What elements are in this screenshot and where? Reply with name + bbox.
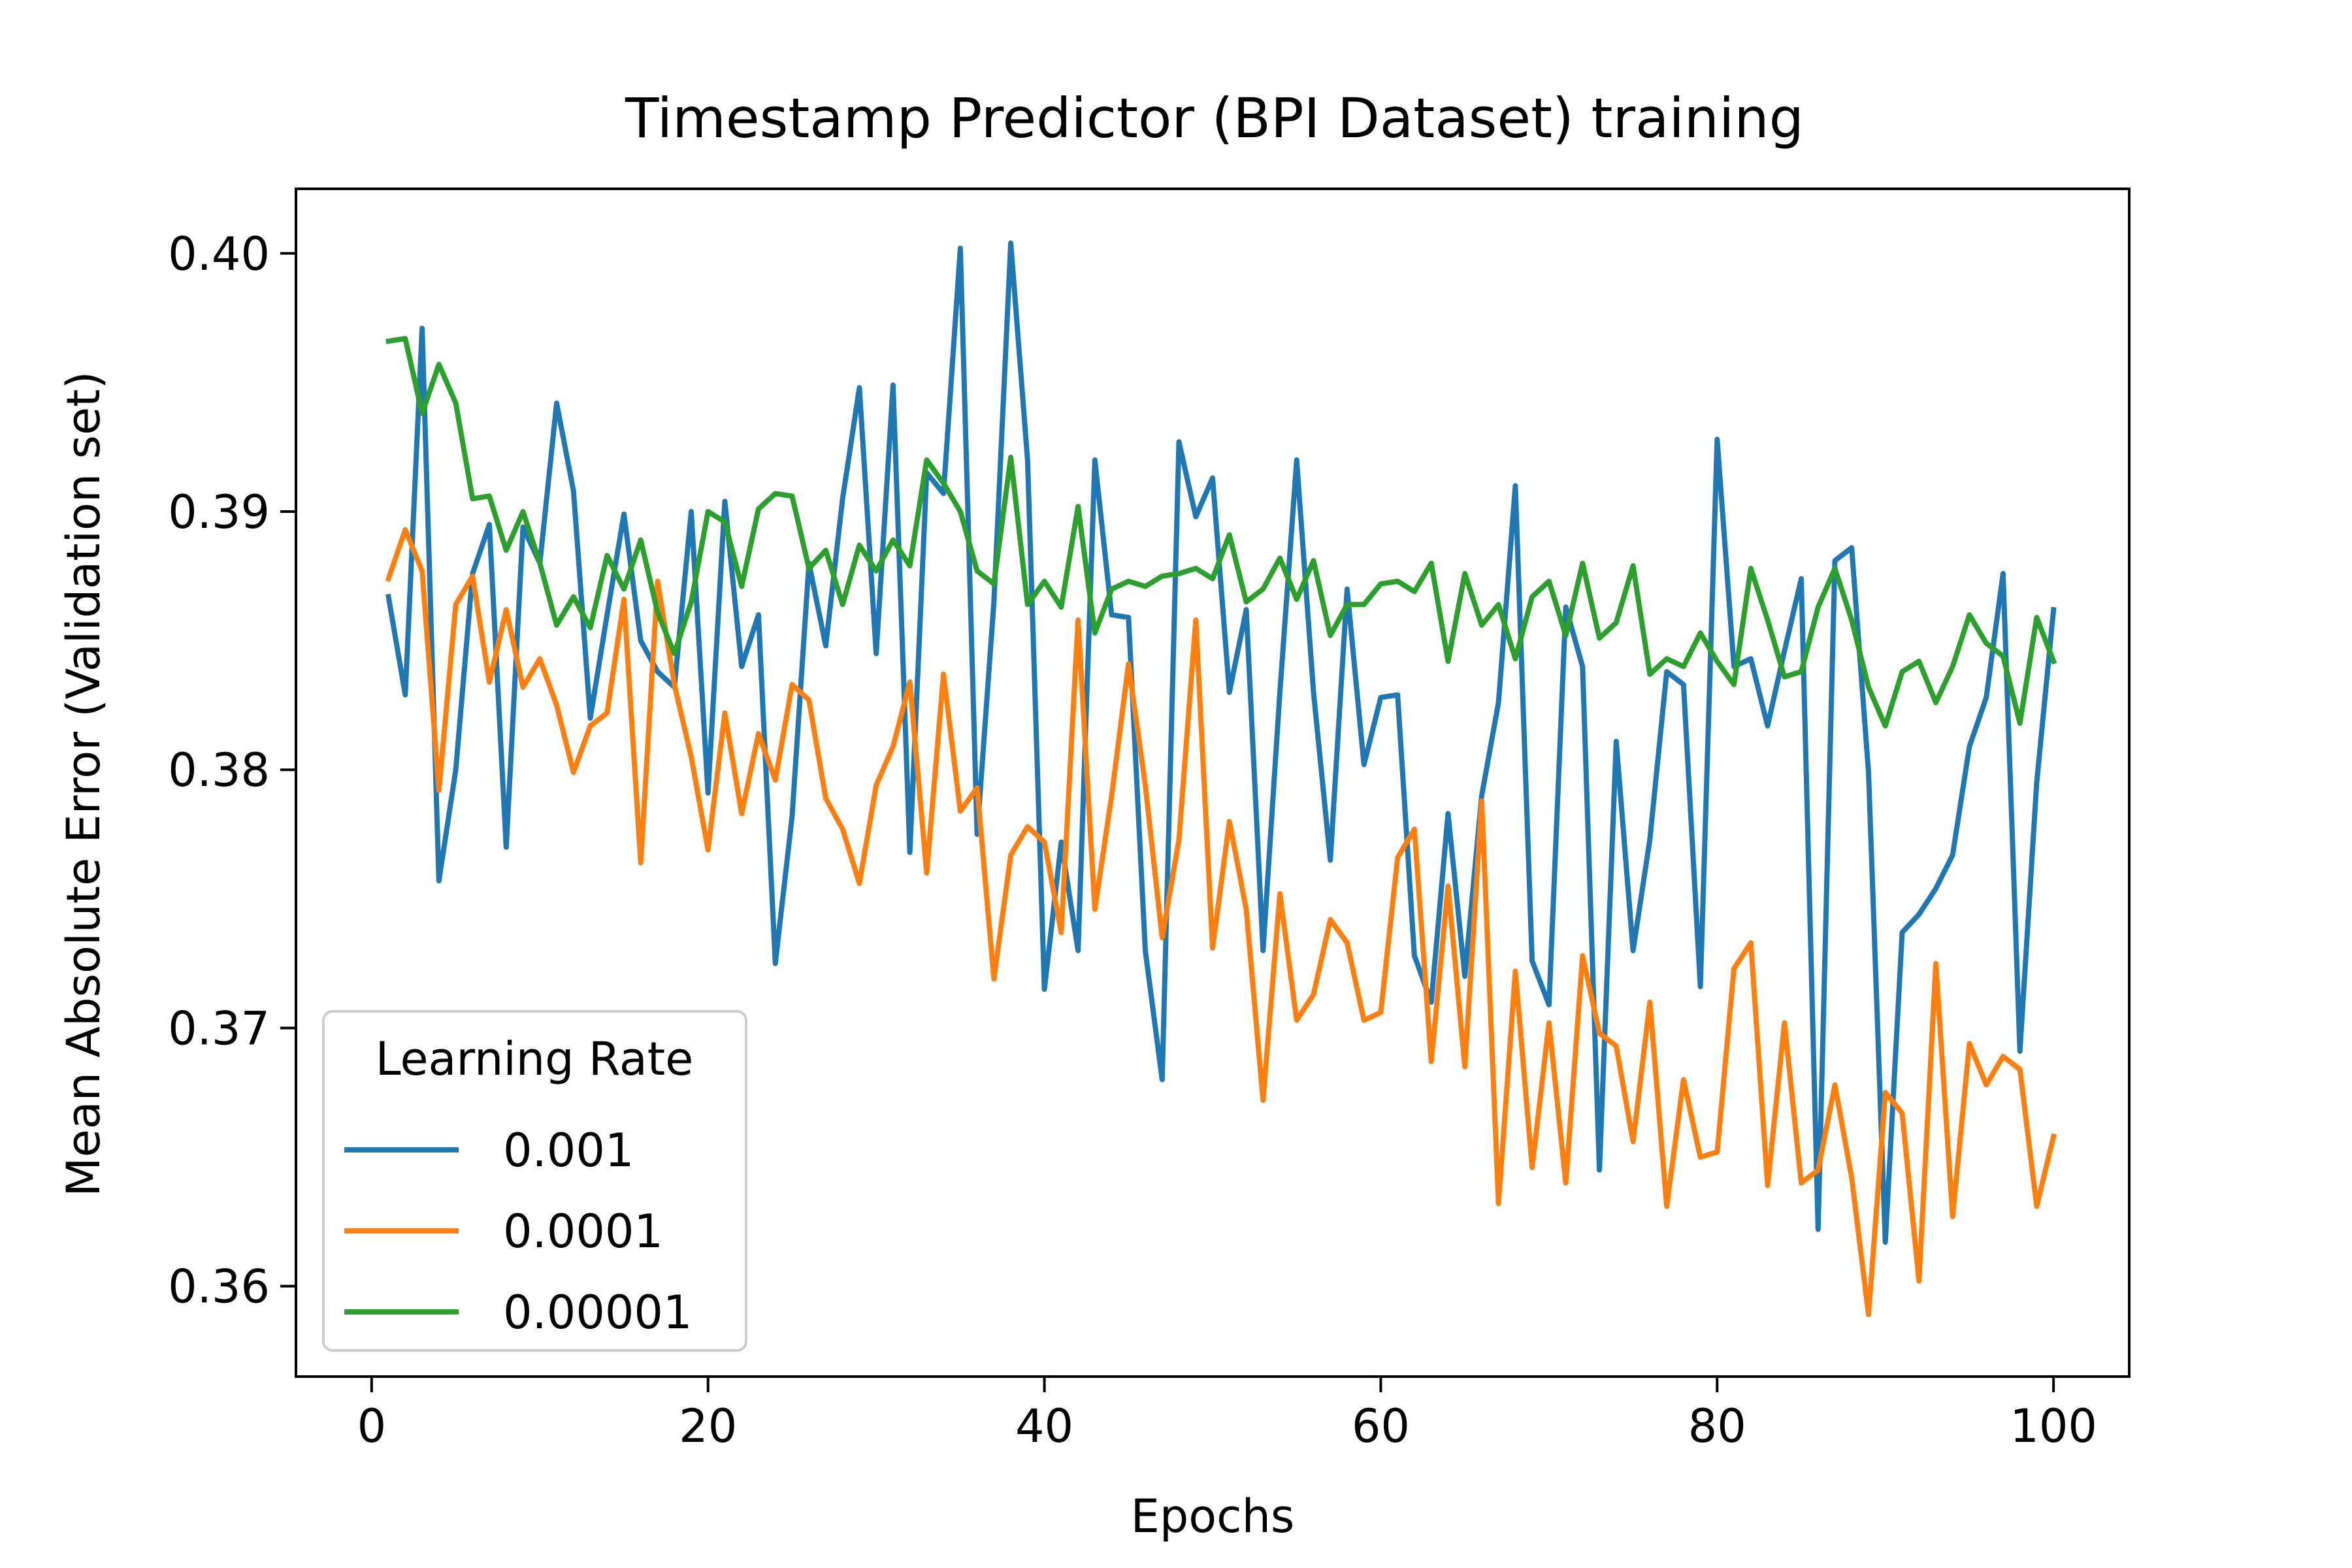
y-tick-label: 0.40 — [168, 227, 270, 281]
legend-label-1: 0.0001 — [503, 1205, 663, 1258]
x-axis-ticks: 0 20 40 60 80 100 — [357, 1377, 2097, 1453]
x-tick-label: 20 — [679, 1399, 737, 1453]
x-tick-label: 40 — [1015, 1399, 1073, 1453]
series-line-0 — [385, 240, 2057, 1245]
x-tick-label: 100 — [2010, 1399, 2097, 1453]
plot-frame — [295, 188, 2131, 1378]
legend-label-0: 0.001 — [503, 1124, 634, 1177]
x-tick-label: 60 — [1352, 1399, 1410, 1453]
x-tick-label: 80 — [1688, 1399, 1746, 1453]
legend-title: Learning Rate — [376, 1032, 694, 1086]
y-tick-label: 0.39 — [168, 485, 270, 539]
y-axis-label: Mean Absolute Error (Validation set) — [57, 371, 110, 1197]
legend-entries: 0.001 0.0001 0.00001 — [344, 1124, 692, 1339]
chart-title: Timestamp Predictor (BPI Dataset) traini… — [625, 86, 1804, 150]
y-tick-label: 0.38 — [168, 743, 270, 797]
x-axis-label: Epochs — [1131, 1490, 1295, 1543]
y-axis-ticks: 0.36 0.37 0.38 0.39 0.40 — [168, 227, 296, 1314]
x-tick-label: 0 — [357, 1399, 387, 1453]
legend: Learning Rate 0.001 0.0001 0.00001 — [322, 1010, 747, 1352]
legend-label-2: 0.00001 — [503, 1286, 692, 1339]
legend-box — [322, 1010, 747, 1352]
y-tick-label: 0.36 — [168, 1260, 270, 1314]
y-tick-label: 0.37 — [168, 1002, 270, 1055]
series-layer — [385, 240, 2057, 1318]
series-line-2 — [385, 336, 2057, 729]
